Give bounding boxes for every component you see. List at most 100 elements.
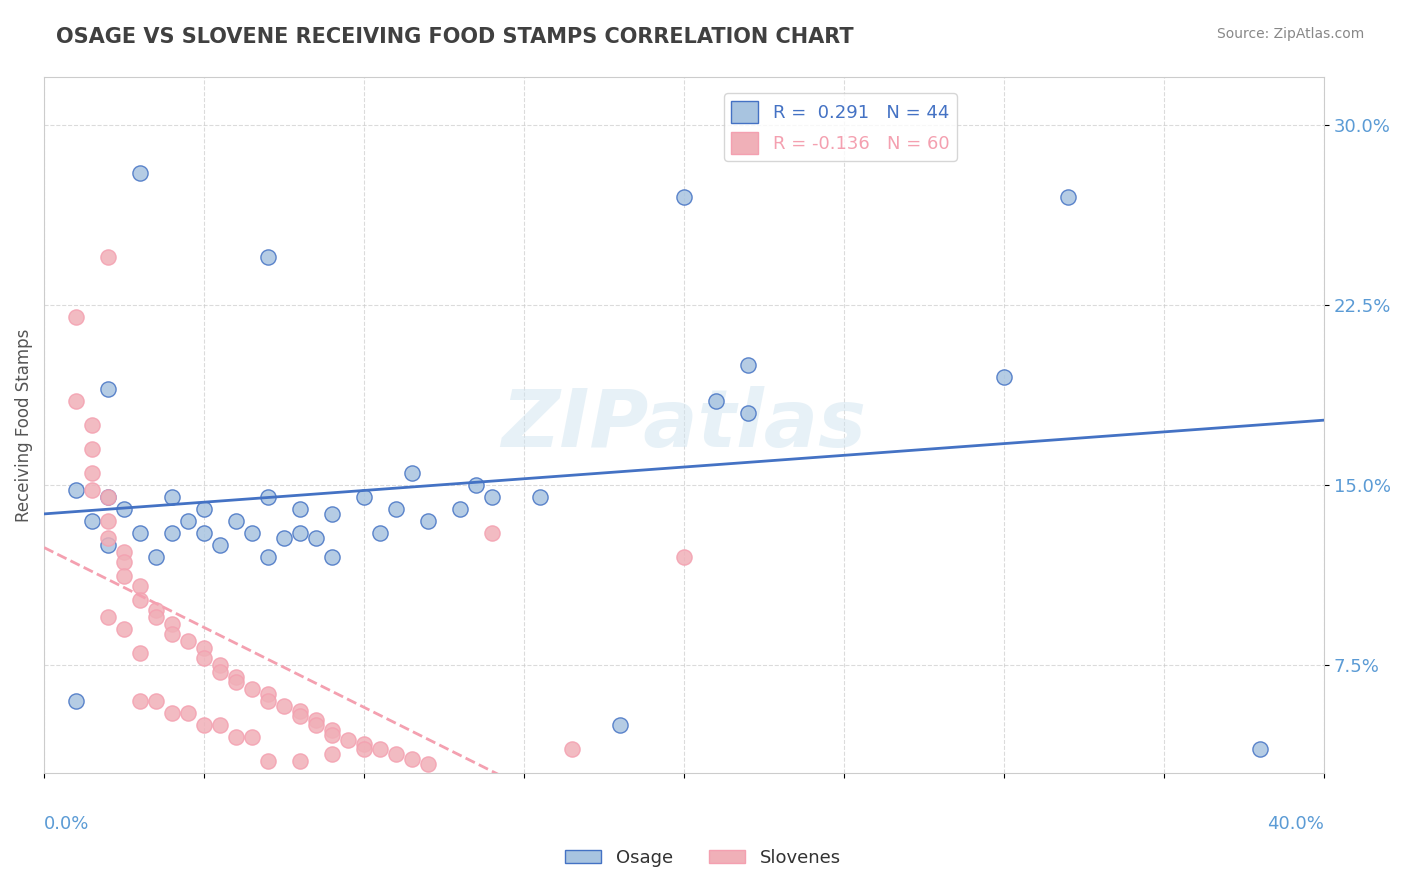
Point	[288, 704, 311, 718]
Point	[225, 514, 247, 528]
Point	[609, 718, 631, 732]
Point	[145, 694, 167, 708]
Point	[257, 687, 280, 701]
Point	[82, 442, 104, 457]
Point	[240, 526, 263, 541]
Point	[193, 526, 215, 541]
Point	[177, 634, 200, 648]
Point	[305, 531, 328, 545]
Point	[97, 610, 120, 624]
Point	[145, 603, 167, 617]
Point	[321, 723, 343, 737]
Point	[129, 593, 152, 607]
Point	[416, 514, 439, 528]
Legend: Osage, Slovenes: Osage, Slovenes	[558, 842, 848, 874]
Point	[193, 641, 215, 656]
Point	[225, 730, 247, 744]
Point	[65, 310, 87, 325]
Point	[240, 682, 263, 697]
Point	[209, 538, 232, 552]
Point	[160, 706, 183, 721]
Point	[257, 490, 280, 504]
Point	[368, 742, 391, 756]
Point	[65, 694, 87, 708]
Point	[993, 370, 1015, 384]
Point	[481, 526, 503, 541]
Point	[385, 747, 408, 761]
Point	[672, 550, 695, 565]
Point	[257, 550, 280, 565]
Point	[112, 545, 135, 559]
Point	[112, 502, 135, 516]
Point	[305, 718, 328, 732]
Point	[257, 251, 280, 265]
Point	[225, 675, 247, 690]
Point	[385, 502, 408, 516]
Point	[1057, 190, 1080, 204]
Point	[737, 406, 759, 420]
Point	[97, 538, 120, 552]
Text: OSAGE VS SLOVENE RECEIVING FOOD STAMPS CORRELATION CHART: OSAGE VS SLOVENE RECEIVING FOOD STAMPS C…	[56, 27, 853, 46]
Point	[288, 708, 311, 723]
Point	[353, 738, 375, 752]
Point	[321, 747, 343, 761]
Point	[97, 490, 120, 504]
Point	[273, 531, 295, 545]
Point	[416, 756, 439, 771]
Point	[177, 514, 200, 528]
Point	[209, 658, 232, 673]
Point	[129, 166, 152, 180]
Point	[240, 730, 263, 744]
Point	[160, 490, 183, 504]
Point	[225, 670, 247, 684]
Point	[112, 555, 135, 569]
Point	[160, 526, 183, 541]
Y-axis label: Receiving Food Stamps: Receiving Food Stamps	[15, 328, 32, 522]
Point	[129, 694, 152, 708]
Point	[401, 752, 423, 766]
Point	[353, 742, 375, 756]
Point	[193, 651, 215, 665]
Legend: R =  0.291   N = 44, R = -0.136   N = 60: R = 0.291 N = 44, R = -0.136 N = 60	[724, 94, 956, 161]
Point	[321, 728, 343, 742]
Point	[193, 718, 215, 732]
Point	[193, 502, 215, 516]
Text: ZIPatlas: ZIPatlas	[502, 386, 866, 465]
Point	[465, 478, 488, 492]
Point	[401, 467, 423, 481]
Point	[82, 418, 104, 433]
Point	[257, 694, 280, 708]
Point	[288, 754, 311, 768]
Point	[288, 526, 311, 541]
Point	[145, 610, 167, 624]
Point	[353, 490, 375, 504]
Point	[65, 394, 87, 409]
Point	[145, 550, 167, 565]
Point	[65, 483, 87, 497]
Point	[82, 467, 104, 481]
Point	[97, 514, 120, 528]
Point	[112, 569, 135, 583]
Point	[337, 732, 360, 747]
Text: Source: ZipAtlas.com: Source: ZipAtlas.com	[1216, 27, 1364, 41]
Point	[273, 698, 295, 713]
Point	[1249, 742, 1271, 756]
Point	[209, 665, 232, 680]
Point	[737, 359, 759, 373]
Point	[112, 622, 135, 636]
Point	[449, 502, 471, 516]
Point	[97, 382, 120, 396]
Point	[82, 483, 104, 497]
Point	[209, 718, 232, 732]
Point	[129, 646, 152, 660]
Point	[704, 394, 727, 409]
Point	[321, 550, 343, 565]
Point	[288, 502, 311, 516]
Point	[97, 490, 120, 504]
Text: 40.0%: 40.0%	[1267, 815, 1324, 833]
Point	[561, 742, 583, 756]
Point	[321, 507, 343, 521]
Text: 0.0%: 0.0%	[44, 815, 90, 833]
Point	[129, 579, 152, 593]
Point	[97, 531, 120, 545]
